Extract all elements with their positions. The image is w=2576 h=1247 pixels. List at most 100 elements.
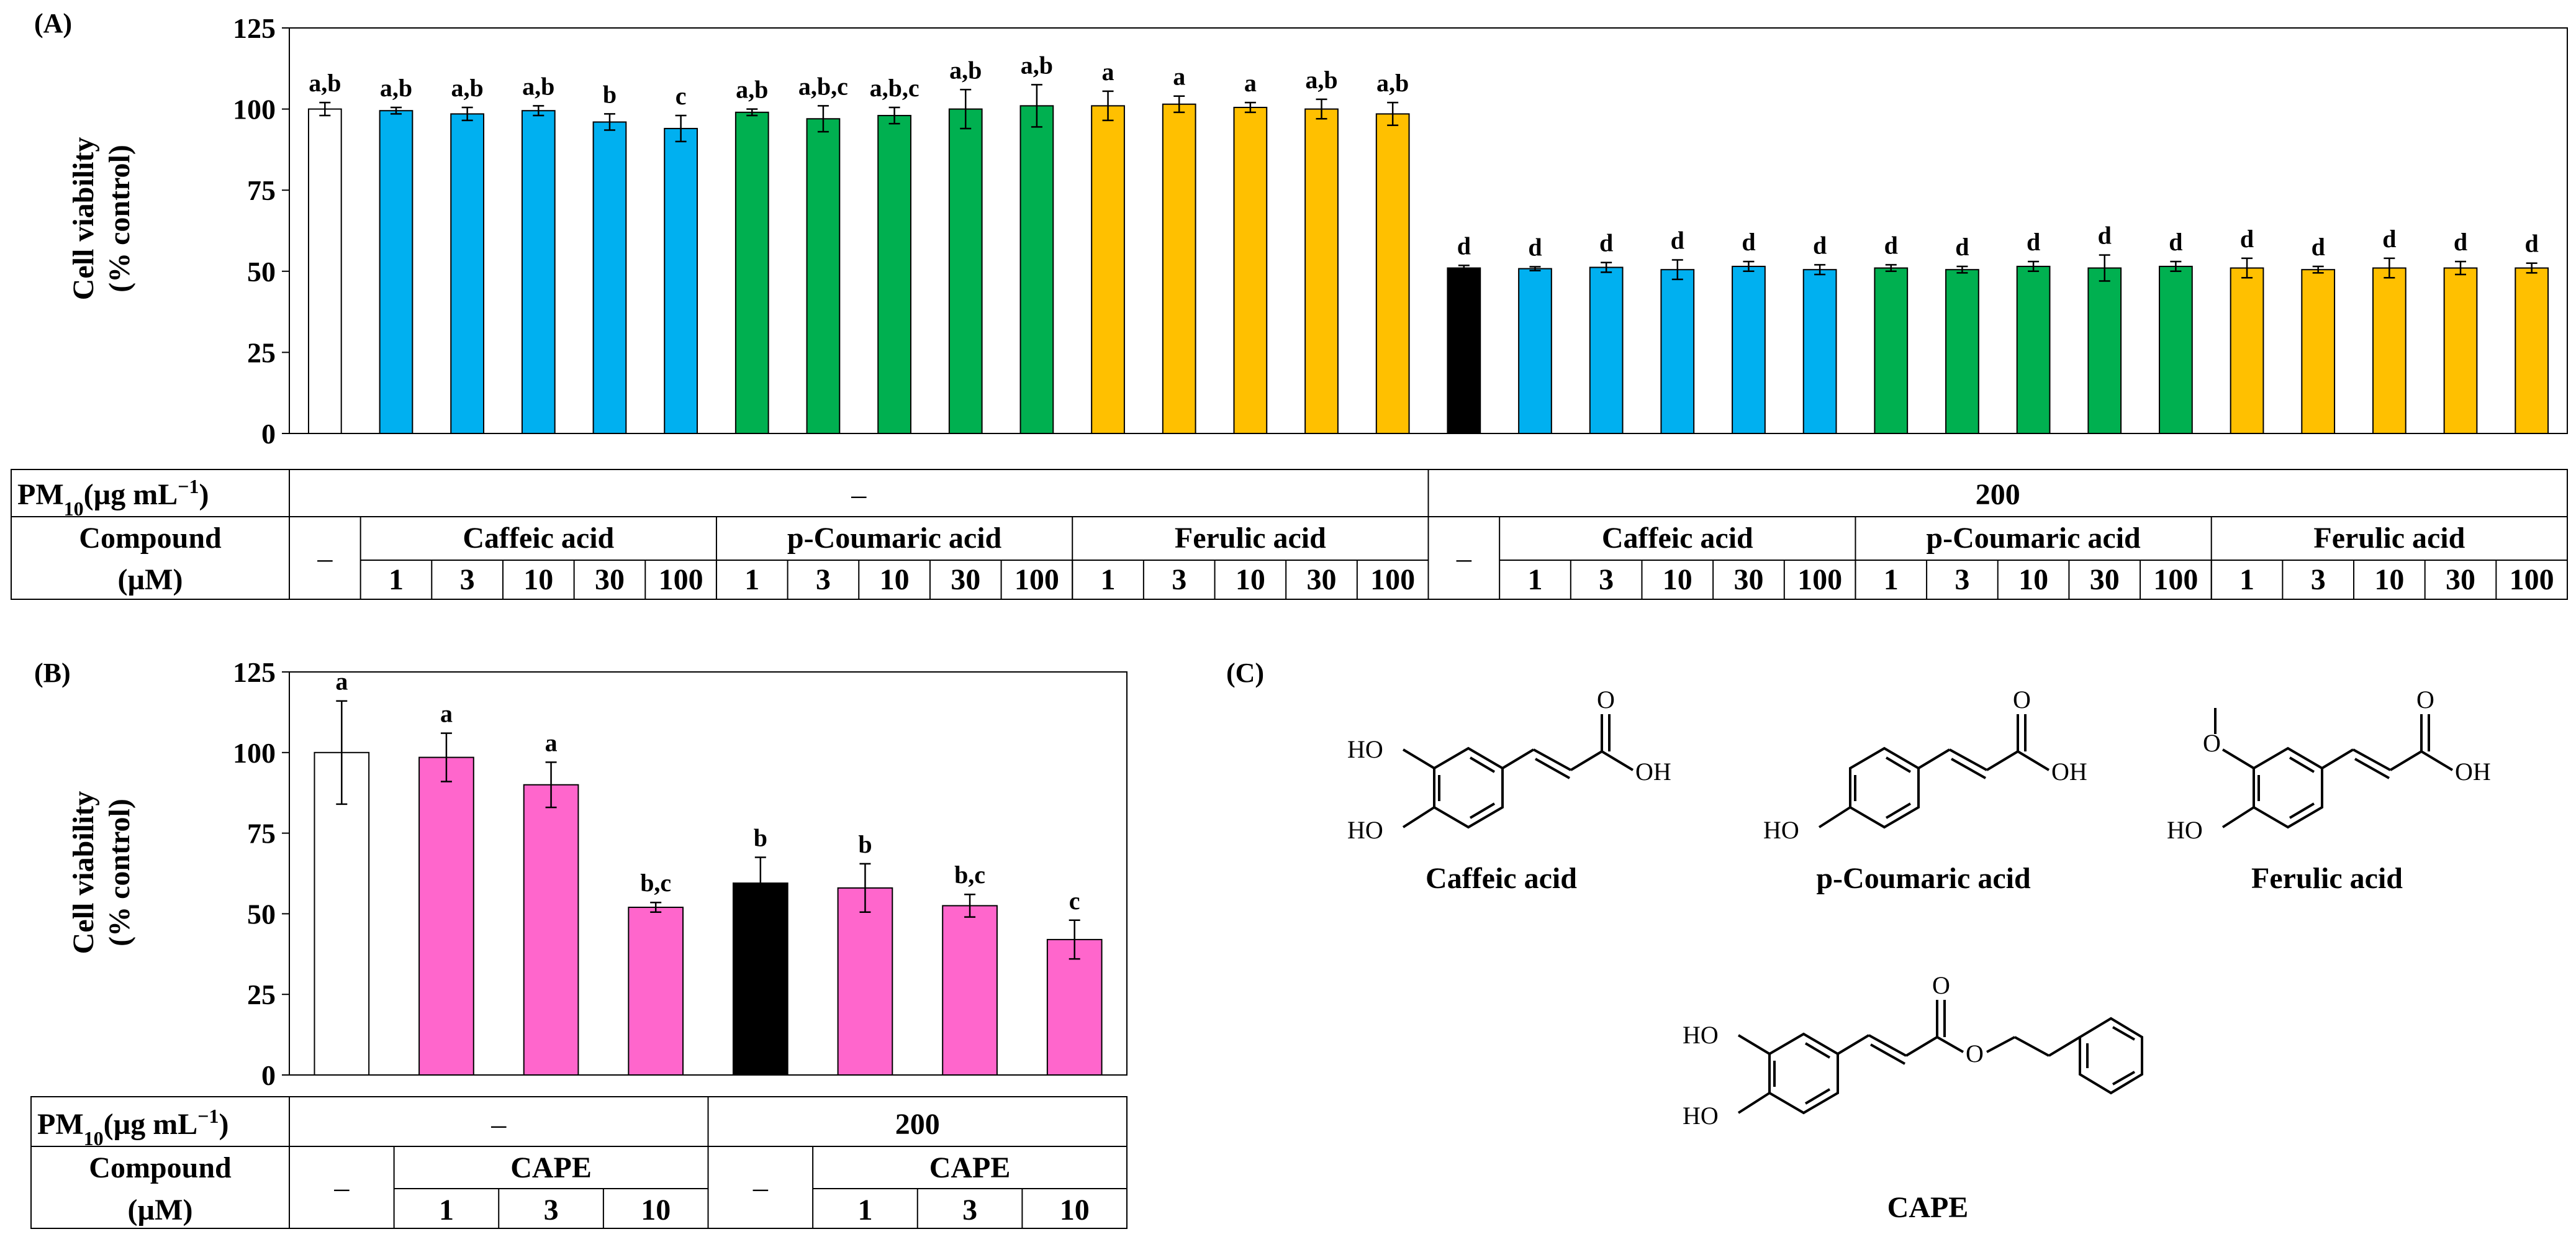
- concentration-label: 1: [1101, 563, 1116, 596]
- pm-label-part: ): [219, 1108, 229, 1141]
- bar: [418, 756, 474, 1076]
- concentration-label: 100: [1015, 563, 1059, 596]
- concentration-label: 3: [544, 1194, 559, 1227]
- bar: [1019, 105, 1054, 435]
- coumaric-ho: HO: [1763, 816, 1799, 844]
- y-tick-label: 25: [247, 979, 276, 1010]
- compound-group-label: Ferulic acid: [2313, 522, 2465, 555]
- pm-row-label: PM10(µg mL−1): [37, 1105, 228, 1150]
- bar: [1375, 113, 1410, 435]
- concentration-label: 3: [2311, 563, 2326, 596]
- significance-letter: d: [2382, 225, 2396, 253]
- plot-frame: [289, 671, 1128, 1076]
- significance-letter: d: [2454, 228, 2467, 256]
- concentration-label: 30: [1733, 563, 1763, 596]
- phenyl-ring: [2079, 1017, 2143, 1095]
- concentration-label: 10: [2374, 563, 2404, 596]
- concentration-label: 30: [1307, 563, 1337, 596]
- concentration-label: 100: [2510, 563, 2554, 596]
- concentration-label: 10: [2018, 563, 2048, 596]
- p-coumaric-acid-name: p-Coumaric acid: [1816, 862, 2031, 895]
- bar: [806, 118, 841, 434]
- significance-letter: a,b: [1376, 69, 1409, 97]
- pm-value: –: [490, 1108, 507, 1141]
- y-tick-label: 50: [247, 256, 276, 288]
- compound-group-label: p-Coumaric acid: [787, 522, 1002, 555]
- bar: [2301, 269, 2336, 434]
- panel-a-ylabel-line1: Cell viability: [67, 137, 100, 301]
- plot-frame: [289, 27, 2568, 434]
- concentration-label: 1: [389, 563, 404, 596]
- panel-b-y-axis-title: Cell viability (% control): [67, 791, 136, 955]
- benzene-ring: [2253, 746, 2323, 829]
- bar: [2443, 267, 2478, 434]
- significance-letter: b: [603, 80, 617, 108]
- bar: [521, 110, 556, 435]
- significance-letter: a,b: [522, 72, 554, 100]
- significance-letter: d: [2027, 228, 2040, 256]
- significance-letter: a: [1102, 58, 1114, 86]
- bar: [1945, 269, 1979, 434]
- significance-letter: d: [1599, 229, 1613, 257]
- panel-a-label: (A): [34, 8, 72, 39]
- y-tick-label: 50: [247, 898, 276, 930]
- pm-value: 200: [1976, 478, 2020, 511]
- bar: [948, 108, 983, 435]
- concentration-label: 10: [1663, 563, 1692, 596]
- significance-letter: a,b: [736, 76, 768, 104]
- significance-letter: a,b: [1305, 66, 1337, 94]
- pm-label-part: 10: [84, 1127, 104, 1150]
- pm-label-part: −1: [197, 1105, 219, 1127]
- pm-label-part: 10: [64, 497, 84, 520]
- concentration-label: 30: [951, 563, 980, 596]
- concentration-label: 30: [2090, 563, 2120, 596]
- bar: [1660, 269, 1695, 434]
- panel-a-ylabel-line2: (% control): [103, 145, 136, 292]
- benzene-ring: [1433, 746, 1504, 829]
- pm-label-part: PM: [37, 1108, 84, 1141]
- ferulic-ho: HO: [2167, 816, 2203, 844]
- bar: [942, 905, 998, 1076]
- bar: [1233, 106, 1268, 435]
- caffeic-acid-structure: HO HO OH O: [1347, 686, 1671, 844]
- concentration-label: 100: [2153, 563, 2198, 596]
- bar: [523, 784, 579, 1076]
- bar: [1874, 267, 1909, 434]
- control-dash: –: [752, 1171, 769, 1204]
- significance-letter: d: [1671, 227, 1684, 255]
- concentration-label: 1: [1527, 563, 1542, 596]
- concentration-label: 1: [744, 563, 759, 596]
- significance-letter: d: [2169, 228, 2182, 256]
- ferulic-methoxy-o: O: [2203, 729, 2221, 757]
- concentration-label: 100: [1370, 563, 1415, 596]
- pm-label-part: PM: [17, 478, 64, 511]
- bar: [1091, 105, 1125, 435]
- control-dash: –: [1456, 542, 1472, 575]
- concentration-label: 30: [595, 563, 625, 596]
- table-border: [30, 1096, 1128, 1229]
- compound-group-label: Caffeic acid: [463, 522, 614, 555]
- concentration-label: 1: [2239, 563, 2254, 596]
- p-coumaric-acid-structure: HO OH O: [1763, 686, 2087, 844]
- concentration-label: 10: [523, 563, 553, 596]
- panel-a-condition-table: PM10(µg mL−1)Compound(µM)– 200– –Caffeic a…: [11, 469, 2568, 600]
- compound-group-label: CAPE: [510, 1151, 592, 1184]
- significance-letter: a: [1244, 69, 1257, 97]
- y-tick-label: 100: [233, 737, 276, 769]
- um-row-label: (µM): [118, 563, 183, 596]
- significance-letter: d: [1742, 228, 1755, 256]
- concentration-label: 100: [659, 563, 703, 596]
- significance-letter: a,b: [949, 56, 982, 84]
- concentration-label: 3: [1599, 563, 1614, 596]
- ferulic-acid-name: Ferulic acid: [2251, 862, 2403, 895]
- bar: [314, 751, 370, 1076]
- concentration-label: 10: [1236, 563, 1265, 596]
- significance-letter: a: [1173, 63, 1185, 91]
- significance-letter: b,c: [954, 861, 985, 889]
- significance-letter: c: [1069, 887, 1080, 915]
- bar: [732, 882, 789, 1076]
- panel-a-y-axis-title: Cell viability (% control): [67, 137, 136, 301]
- concentration-label: 1: [857, 1194, 872, 1227]
- panel-b-label: (B): [34, 658, 71, 688]
- panel-b-ylabel-line2: (% control): [103, 799, 136, 946]
